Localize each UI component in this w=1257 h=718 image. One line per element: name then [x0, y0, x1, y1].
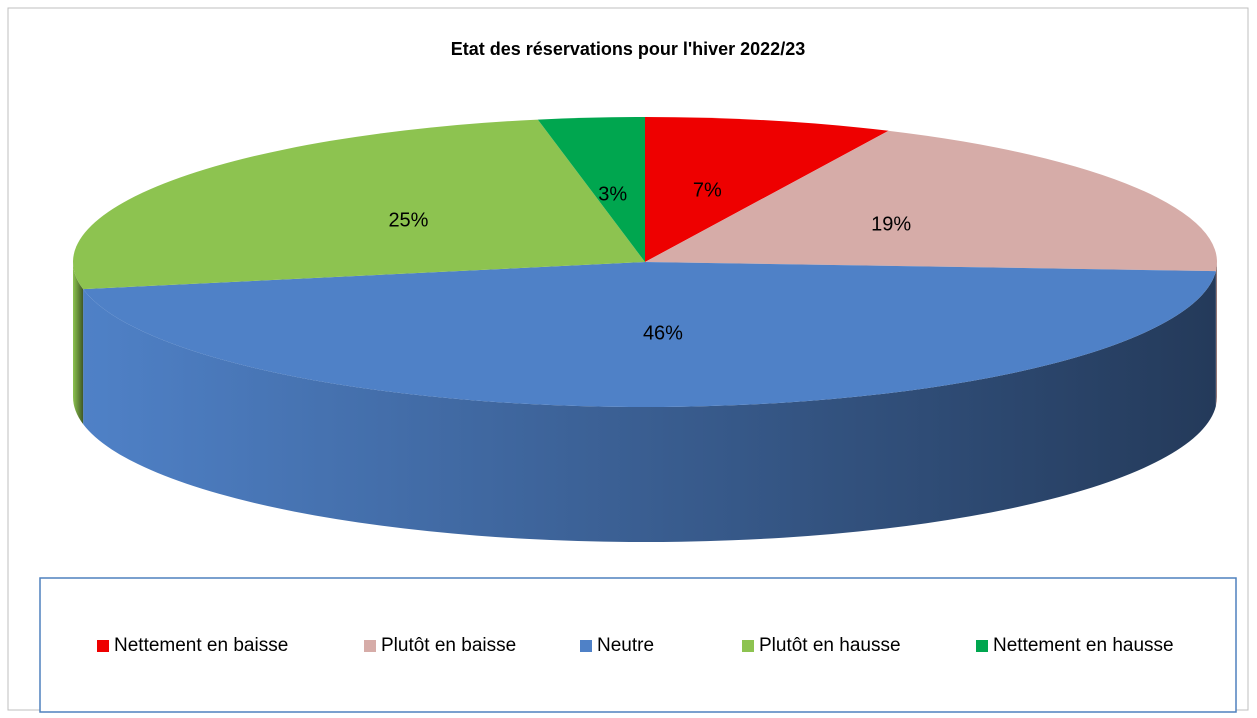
legend-label: Plutôt en baisse	[381, 635, 516, 656]
slice-side	[73, 262, 84, 425]
pie-slice	[645, 117, 889, 262]
legend-label: Nettement en baisse	[114, 635, 288, 656]
legend-swatch	[364, 640, 376, 652]
legend-swatch	[976, 640, 988, 652]
legend-swatch	[580, 640, 592, 652]
data-label: 3%	[598, 184, 627, 206]
pie-slice	[83, 262, 1216, 408]
legend-swatch	[97, 640, 109, 652]
legend-swatch	[742, 640, 754, 652]
data-label: 46%	[643, 323, 683, 345]
legend-label: Nettement en hausse	[993, 635, 1174, 656]
pie-slice	[537, 117, 645, 262]
slice-side	[83, 271, 1216, 543]
legend-label: Plutôt en hausse	[759, 635, 901, 656]
data-label: 7%	[693, 180, 722, 202]
data-label: 19%	[871, 213, 911, 235]
data-label: 25%	[388, 210, 428, 232]
chart-title: Etat des réservations pour l'hiver 2022/…	[451, 39, 805, 59]
pie-slice	[73, 119, 646, 290]
legend-box	[39, 577, 1237, 713]
legend-label: Neutre	[597, 635, 654, 656]
slice-side	[1215, 262, 1217, 407]
pie-slice	[645, 130, 1218, 272]
